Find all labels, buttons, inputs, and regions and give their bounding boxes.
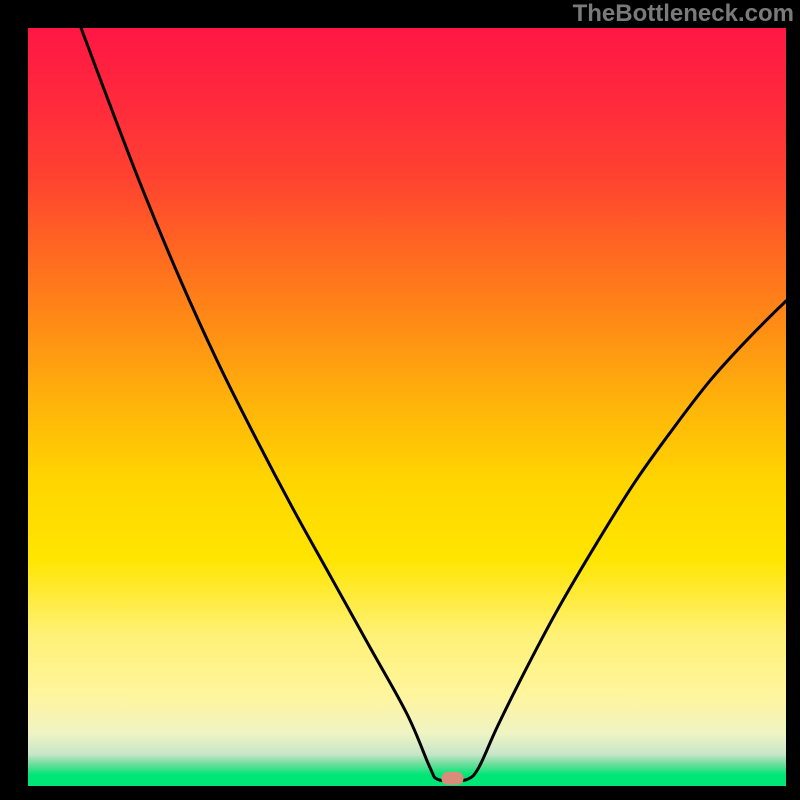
watermark-text: TheBottleneck.com <box>573 0 794 28</box>
chart-container: TheBottleneck.com <box>0 0 800 800</box>
plot-background <box>28 28 786 786</box>
bottleneck-chart <box>0 0 800 800</box>
optimal-marker <box>441 772 463 785</box>
